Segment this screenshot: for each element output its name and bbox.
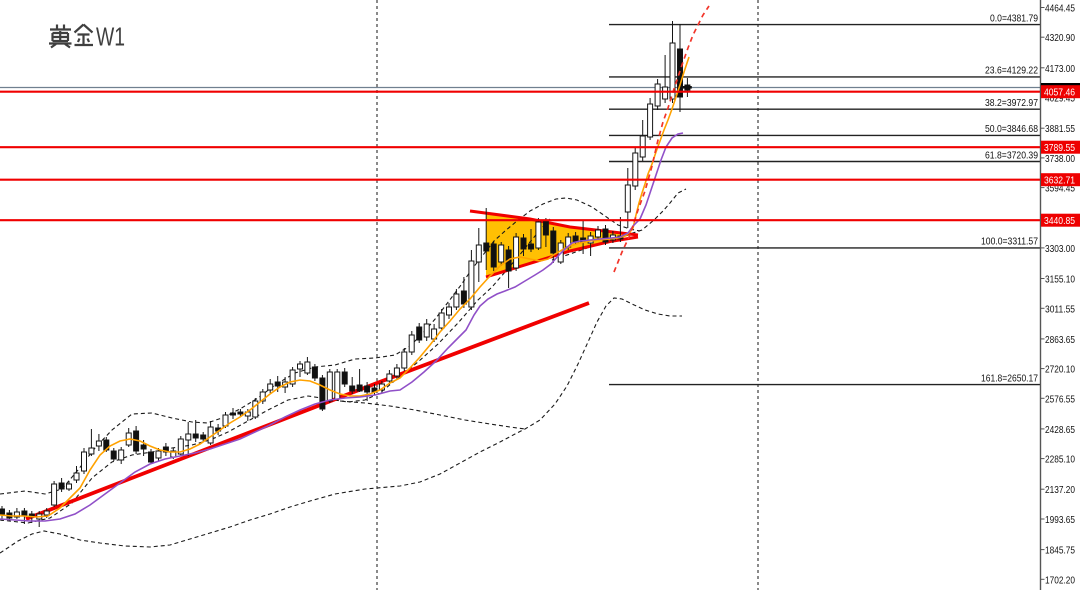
svg-text:2863.65: 2863.65 (1045, 334, 1075, 346)
svg-text:2576.55: 2576.55 (1045, 393, 1075, 405)
svg-text:4320.90: 4320.90 (1045, 32, 1075, 44)
svg-text:2428.65: 2428.65 (1045, 424, 1075, 436)
svg-text:0.0=4381.79: 0.0=4381.79 (990, 12, 1038, 24)
svg-text:3881.55: 3881.55 (1045, 123, 1075, 135)
svg-text:W1: W1 (96, 22, 125, 52)
svg-text:161.8=2650.17: 161.8=2650.17 (981, 372, 1038, 384)
svg-text:4057.46: 4057.46 (1044, 87, 1075, 99)
svg-text:2137.20: 2137.20 (1045, 484, 1075, 496)
svg-text:38.2=3972.97: 38.2=3972.97 (985, 97, 1038, 109)
svg-text:2285.10: 2285.10 (1045, 454, 1075, 466)
svg-text:4464.45: 4464.45 (1045, 3, 1075, 15)
svg-text:1845.75: 1845.75 (1045, 545, 1075, 557)
svg-text:3011.55: 3011.55 (1045, 303, 1075, 315)
svg-text:23.6=4129.22: 23.6=4129.22 (985, 65, 1038, 77)
svg-text:3789.55: 3789.55 (1044, 142, 1075, 154)
svg-text:1993.65: 1993.65 (1045, 514, 1075, 526)
svg-text:3155.10: 3155.10 (1045, 274, 1075, 286)
svg-text:1702.20: 1702.20 (1045, 574, 1075, 586)
svg-text:3738.00: 3738.00 (1045, 153, 1075, 165)
svg-text:61.8=3720.39: 61.8=3720.39 (985, 149, 1038, 161)
svg-text:100.0=3311.57: 100.0=3311.57 (981, 236, 1038, 248)
svg-text:2720.10: 2720.10 (1045, 364, 1075, 376)
svg-text:4173.00: 4173.00 (1045, 63, 1075, 75)
svg-text:3303.00: 3303.00 (1045, 243, 1075, 255)
svg-text:3632.71: 3632.71 (1044, 175, 1075, 187)
svg-text:3440.85: 3440.85 (1044, 215, 1075, 227)
svg-text:50.0=3846.68: 50.0=3846.68 (985, 123, 1038, 135)
